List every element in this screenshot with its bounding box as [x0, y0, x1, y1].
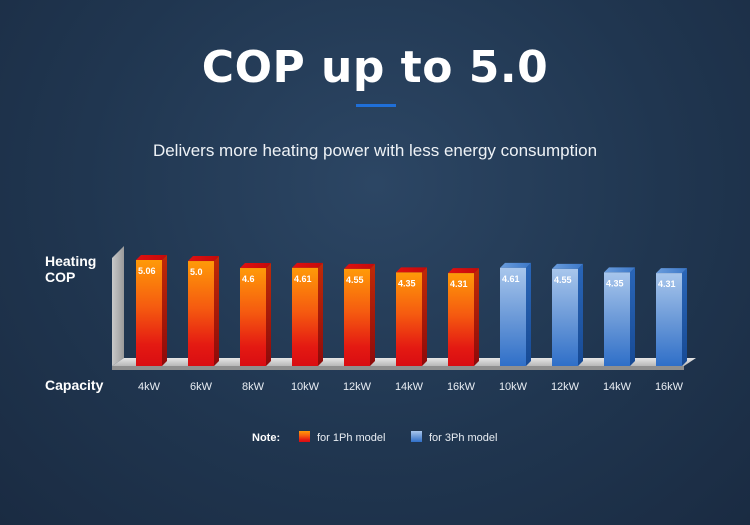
bar-value-label: 4.35 — [606, 278, 624, 288]
bar-front — [240, 268, 266, 366]
y-axis-label-line1: Heating — [45, 253, 96, 269]
bar-front — [188, 261, 214, 366]
x-tick-label: 12kW — [343, 381, 372, 393]
bar-side — [214, 256, 219, 366]
bar-value-label: 4.55 — [346, 275, 364, 285]
bar-1ph-4kW: 5.06 — [136, 255, 167, 366]
bar-side — [422, 267, 427, 366]
bar-top — [448, 268, 479, 274]
x-tick-label: 8kW — [242, 381, 265, 393]
x-tick-label: 14kW — [395, 381, 424, 393]
bar-front — [396, 272, 422, 366]
bar-3ph-14kW: 4.35 — [604, 267, 635, 366]
bar-top — [136, 255, 167, 260]
y-axis-label-line2: COP — [45, 269, 75, 285]
bar-top — [240, 263, 271, 269]
bar-top — [292, 262, 323, 268]
x-tick-label: 12kW — [551, 381, 580, 393]
legend-swatch-1ph — [299, 431, 310, 442]
bar-side — [266, 263, 271, 366]
bar-front — [136, 260, 162, 366]
bar-value-label: 4.6 — [242, 274, 255, 284]
bar-front — [552, 268, 578, 366]
bar-side — [578, 263, 583, 366]
bar-3ph-10kW: 4.61 — [500, 262, 531, 366]
x-tick-label: 10kW — [499, 381, 528, 393]
page-subtitle: Delivers more heating power with less en… — [152, 141, 598, 160]
bar-value-label: 4.31 — [658, 279, 676, 289]
bar-top — [396, 267, 427, 273]
x-tick-label: 14kW — [603, 381, 632, 393]
bar-1ph-14kW: 4.35 — [396, 267, 427, 366]
chart-floor-front — [112, 366, 684, 370]
bar-front — [500, 267, 526, 366]
bar-side — [318, 262, 323, 366]
legend-label-1ph: for 1Ph model — [317, 432, 385, 444]
bar-1ph-10kW: 4.61 — [292, 262, 323, 366]
bar-3ph-12kW: 4.55 — [552, 263, 583, 366]
bar-1ph-6kW: 5.0 — [188, 256, 219, 366]
legend-label-3ph: for 3Ph model — [429, 432, 497, 444]
bar-side — [474, 268, 479, 366]
legend: Note: for 1Ph model for 3Ph model — [252, 431, 497, 444]
bar-top — [188, 256, 219, 262]
x-tick-label: 16kW — [655, 381, 684, 393]
bar-front — [604, 272, 630, 366]
legend-title: Note: — [252, 432, 280, 444]
bar-side — [162, 255, 167, 366]
bar-1ph-16kW: 4.31 — [448, 268, 479, 366]
bar-value-label: 4.55 — [554, 275, 572, 285]
bar-value-label: 5.0 — [190, 267, 203, 277]
x-tick-label: 4kW — [138, 381, 161, 393]
bar-value-label: 4.31 — [450, 279, 468, 289]
bar-front — [656, 273, 682, 366]
bar-value-label: 4.61 — [502, 274, 520, 284]
x-tick-label: 16kW — [447, 381, 476, 393]
x-tick-label: 10kW — [291, 381, 320, 393]
bar-side — [682, 268, 687, 366]
page-title: COP up to 5.0 — [201, 42, 549, 93]
bar-value-label: 4.35 — [398, 278, 416, 288]
bar-3ph-16kW: 4.31 — [656, 268, 687, 366]
bar-front — [448, 273, 474, 366]
bar-front — [292, 267, 318, 366]
x-axis-label: Capacity — [45, 377, 104, 393]
legend-swatch-3ph — [411, 431, 422, 442]
chart-left-wall — [112, 246, 124, 366]
bar-side — [526, 262, 531, 366]
bar-top — [500, 262, 531, 268]
bar-value-label: 5.06 — [138, 266, 156, 276]
bar-top — [552, 263, 583, 269]
bar-front — [344, 268, 370, 366]
bar-1ph-12kW: 4.55 — [344, 263, 375, 366]
bar-side — [630, 267, 635, 366]
bar-1ph-8kW: 4.6 — [240, 263, 271, 366]
bar-top — [344, 263, 375, 269]
title-underline — [356, 104, 396, 107]
bar-side — [370, 263, 375, 366]
bar-top — [604, 267, 635, 273]
bar-top — [656, 268, 687, 274]
bar-value-label: 4.61 — [294, 274, 312, 284]
x-tick-label: 6kW — [190, 381, 213, 393]
